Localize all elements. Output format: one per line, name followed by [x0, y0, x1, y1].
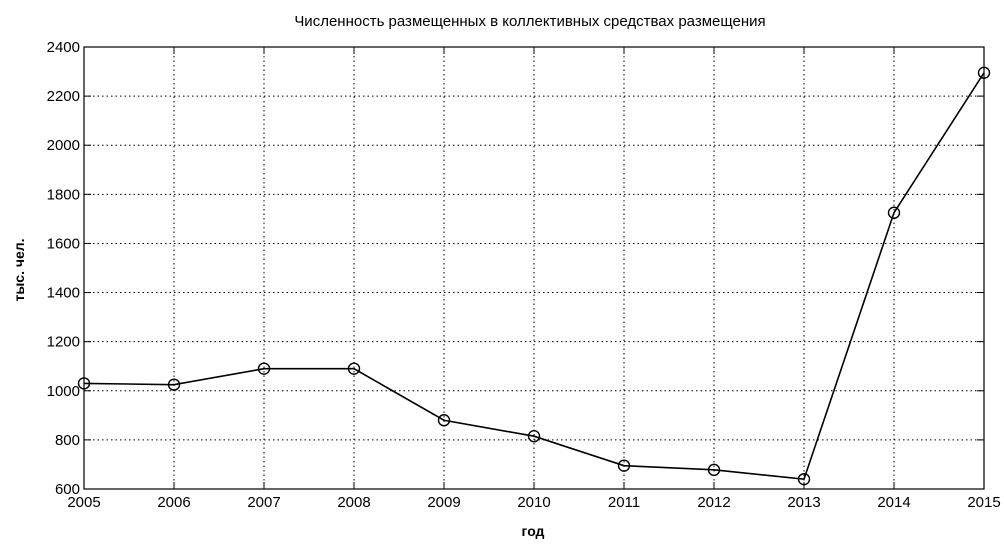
data-point-marker [527, 430, 541, 443]
x-tick-label: 2011 [608, 494, 640, 511]
y-tick-label: 2000 [47, 137, 80, 154]
data-point-marker [257, 362, 271, 375]
data-point-marker [617, 459, 631, 472]
x-axis-tick-labels: 2005 2006 2007 2008 2009 2010 2011 2012 2013 2014… [67, 494, 1000, 511]
x-tick-label: 2009 [427, 494, 460, 511]
grid [84, 47, 984, 489]
x-tick-label: 2005 [67, 494, 100, 511]
data-point-marker [437, 414, 451, 427]
data-point-marker [167, 378, 181, 391]
data-point-marker [977, 66, 991, 79]
x-tick-label: 2014 [877, 494, 910, 511]
y-tick-label: 1400 [47, 285, 80, 302]
y-tick-label: 2200 [47, 88, 80, 105]
x-tick-label: 2008 [337, 494, 370, 511]
chart-title: Численность размещенных в коллективных с… [294, 13, 765, 30]
x-tick-label: 2010 [517, 494, 550, 511]
series-line [83, 72, 985, 481]
data-point-marker [347, 362, 361, 375]
y-tick-label: 1200 [47, 334, 80, 351]
data-point-marker [77, 377, 91, 390]
y-tick-label: 800 [55, 432, 80, 449]
x-axis-label: год [522, 523, 545, 539]
axis-ticks [83, 46, 985, 490]
series-layer [77, 66, 991, 486]
data-point-marker [707, 463, 721, 477]
y-tick-label: 600 [55, 481, 80, 498]
y-tick-label: 2400 [47, 39, 80, 56]
y-tick-label: 1000 [47, 383, 80, 400]
x-tick-label: 2006 [157, 494, 190, 511]
data-point-marker [887, 206, 901, 219]
y-tick-label: 1600 [47, 235, 80, 252]
x-tick-label: 2007 [247, 494, 280, 511]
y-axis-tick-labels: 600 800 1000 1200 1400 1600 1800 2000 2200 2400 [47, 39, 80, 498]
y-tick-label: 1800 [47, 186, 80, 203]
x-tick-label: 2015 [967, 494, 1000, 511]
data-point-marker [797, 472, 811, 486]
y-axis-label: тыс. чел. [11, 238, 27, 301]
x-tick-label: 2013 [787, 494, 820, 511]
x-tick-label: 2012 [697, 494, 730, 511]
